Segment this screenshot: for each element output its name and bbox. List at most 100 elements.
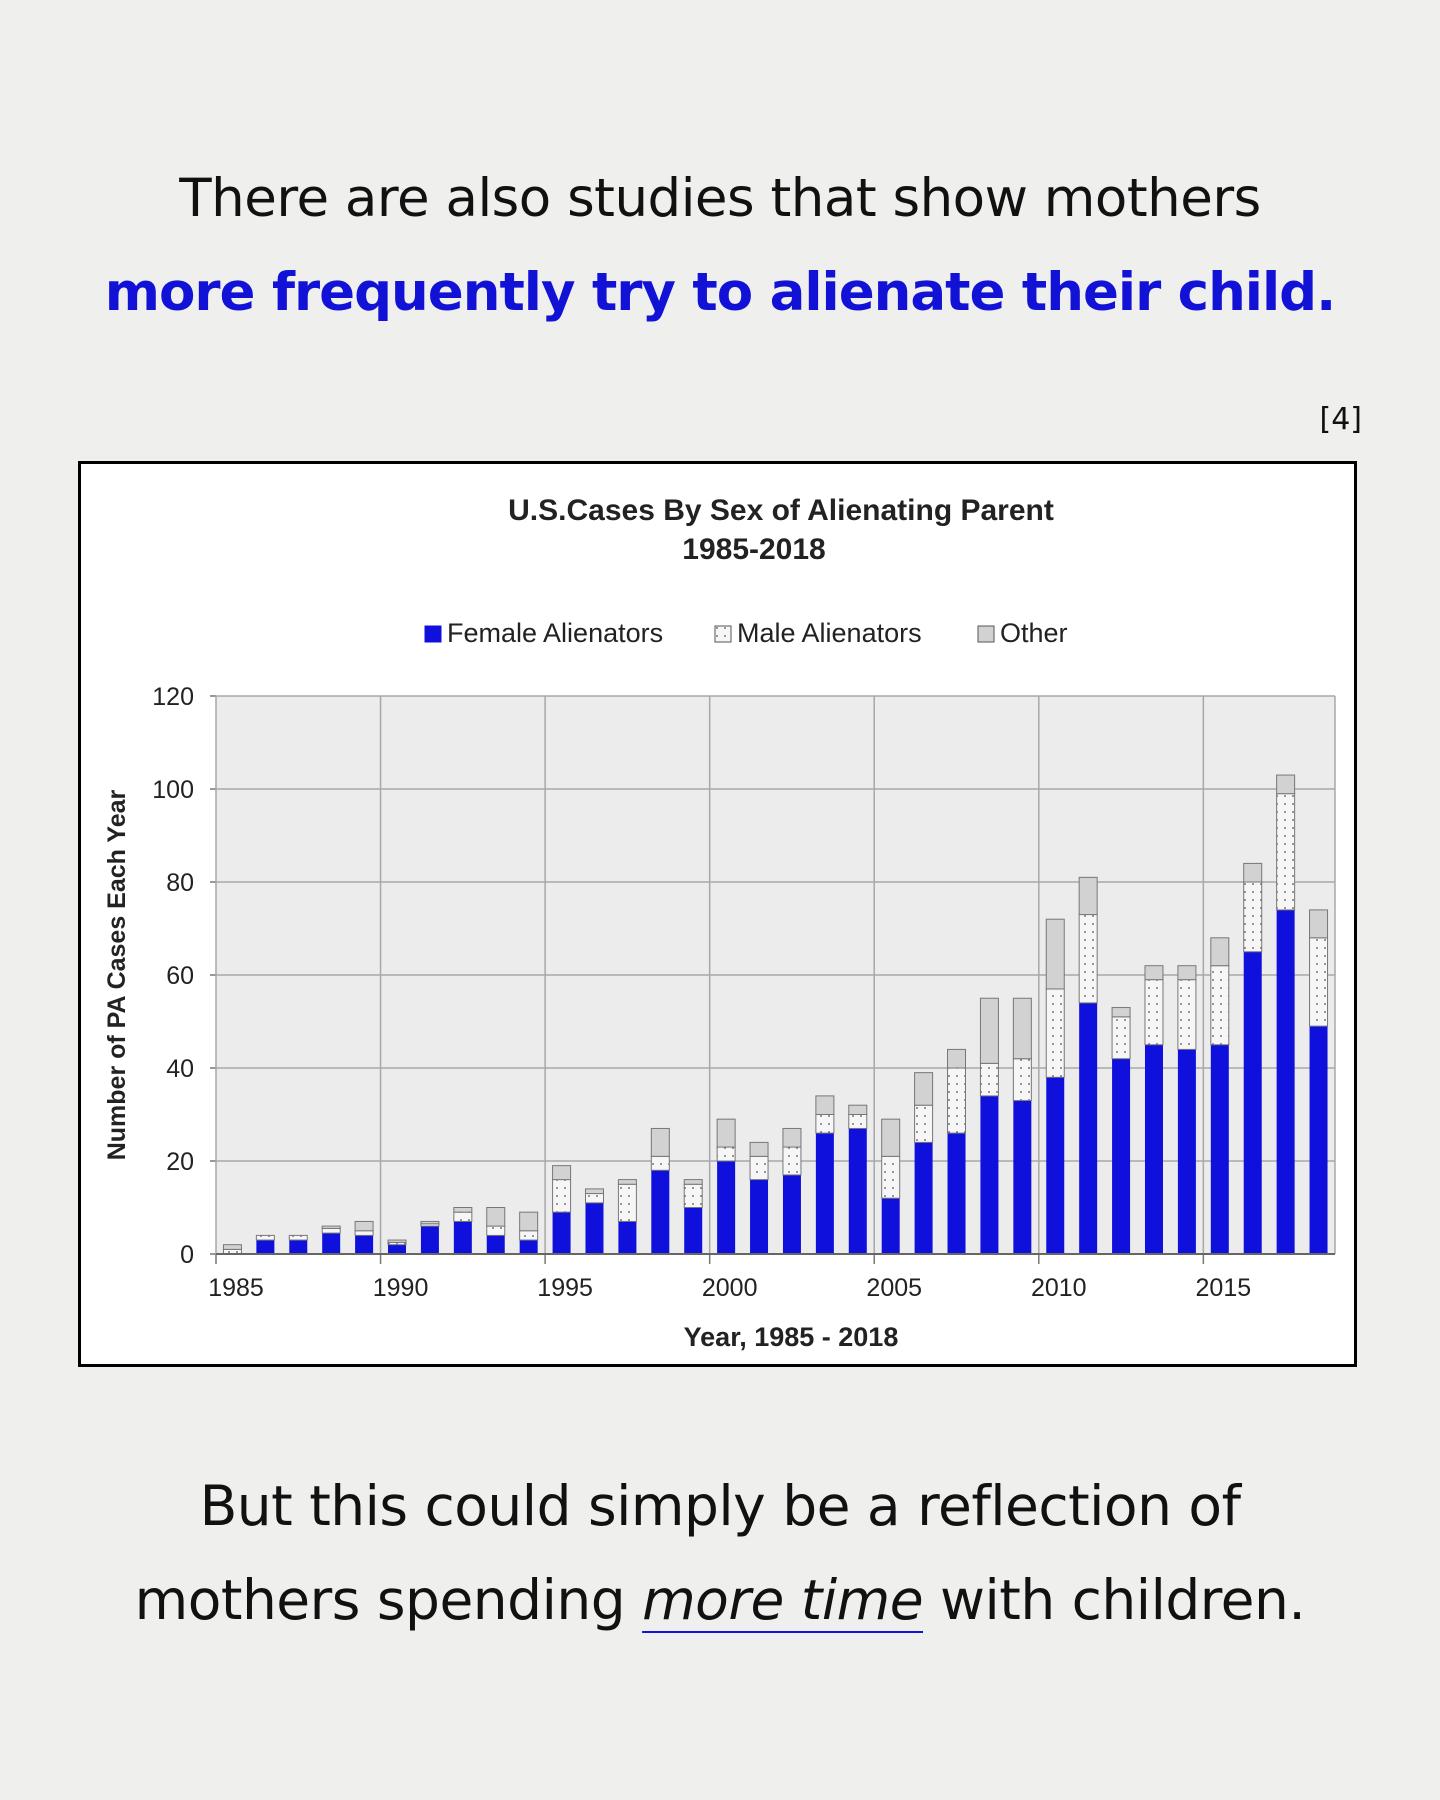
bar-male-1992	[453, 1211, 473, 1222]
bar-female-2007	[947, 1133, 966, 1254]
bar-female-2008	[980, 1095, 999, 1254]
x-tick-label: 2015	[1196, 1274, 1252, 1302]
bar-male-2011	[1078, 914, 1098, 1004]
x-tick-label: 1995	[537, 1274, 593, 1302]
bar-male-2018	[1309, 937, 1329, 1027]
bar-male-2009	[1012, 1058, 1032, 1102]
bar-other-1996	[584, 1188, 604, 1195]
bar-other-2006	[914, 1072, 934, 1106]
bar-other-1997	[617, 1179, 637, 1185]
bar-other-1992	[453, 1207, 473, 1213]
y-tick-label: 0	[180, 1241, 194, 1269]
x-tick-label: 2010	[1031, 1274, 1087, 1302]
bar-female-2003	[815, 1133, 834, 1254]
bar-male-1994	[519, 1230, 539, 1241]
bar-male-1987	[288, 1234, 308, 1241]
bar-female-2018	[1309, 1026, 1328, 1254]
citation-label: [4]	[1319, 402, 1363, 437]
bar-other-2008	[979, 997, 999, 1064]
bar-female-2006	[914, 1142, 933, 1254]
bar-other-2010	[1045, 918, 1065, 990]
bar-other-2004	[848, 1104, 868, 1116]
y-tick-label: 60	[166, 962, 194, 990]
bar-male-2012	[1111, 1016, 1131, 1060]
legend-swatch-3	[977, 625, 995, 643]
bar-female-2004	[848, 1128, 867, 1254]
bar-male-2004	[848, 1114, 868, 1129]
bar-male-2017	[1276, 793, 1296, 911]
bar-female-1987	[289, 1240, 308, 1254]
bar-male-2014	[1177, 979, 1197, 1050]
bar-male-1995	[552, 1179, 572, 1213]
bar-other-2016	[1243, 862, 1263, 883]
bar-female-1990	[388, 1244, 407, 1254]
bar-female-2009	[1013, 1100, 1032, 1254]
bar-female-1993	[486, 1235, 505, 1254]
x-axis-label: Year, 1985 - 2018	[684, 1322, 899, 1352]
bar-male-2007	[947, 1067, 967, 1134]
bar-other-2002	[782, 1127, 802, 1148]
bar-other-2003	[815, 1095, 835, 1116]
bar-other-1998	[650, 1127, 670, 1157]
bar-female-1986	[256, 1240, 275, 1254]
bar-female-1988	[322, 1233, 341, 1254]
bar-other-2012	[1111, 1007, 1131, 1018]
legend-label-3: Other	[1000, 618, 1068, 648]
bar-female-2001	[750, 1179, 769, 1254]
y-tick-label: 80	[166, 869, 194, 897]
bar-male-2001	[749, 1155, 769, 1181]
bar-female-2010	[1046, 1077, 1065, 1254]
bar-male-1996	[584, 1193, 604, 1204]
legend-label-2: Male Alienators	[737, 618, 922, 648]
bar-other-1988	[321, 1225, 341, 1229]
bar-male-1986	[255, 1234, 275, 1241]
bar-male-1988	[321, 1227, 341, 1234]
bar-male-1997	[617, 1183, 637, 1222]
bar-female-2016	[1243, 951, 1262, 1254]
legend-label-1: Female Alienators	[447, 618, 663, 648]
bar-male-1999	[683, 1183, 703, 1208]
bar-other-2015	[1210, 937, 1230, 967]
bar-female-1998	[651, 1170, 670, 1254]
bar-other-2011	[1078, 876, 1098, 916]
bar-other-1999	[683, 1179, 703, 1185]
bar-male-1989	[354, 1230, 374, 1236]
headline-line-2-highlight: more frequently try to alienate their ch…	[104, 262, 1336, 323]
bar-female-2013	[1144, 1044, 1163, 1254]
bar-female-1995	[552, 1212, 571, 1254]
bar-other-1990	[387, 1239, 407, 1243]
bar-other-1989	[354, 1220, 374, 1232]
bar-other-2009	[1012, 997, 1032, 1060]
legend-swatch-1	[424, 625, 442, 643]
legend-swatch-2	[714, 625, 732, 643]
bar-male-1993	[486, 1225, 506, 1236]
footer-line-2-end: with children.	[923, 1568, 1306, 1632]
bar-other-2001	[749, 1141, 769, 1157]
bar-other-1991	[420, 1220, 440, 1225]
headline-line-1: There are also studies that show mothers	[179, 168, 1261, 229]
footer-line-1: But this could simply be a reflection of	[199, 1474, 1241, 1538]
chart-title-line-1: U.S.Cases By Sex of Alienating Parent	[508, 494, 1054, 527]
bar-female-2015	[1210, 1044, 1229, 1254]
chart-title-line-2: 1985-2018	[682, 533, 825, 566]
bar-other-1985	[222, 1244, 242, 1250]
bar-female-1992	[453, 1221, 472, 1254]
bar-female-1989	[355, 1235, 374, 1254]
bar-female-2000	[717, 1161, 736, 1254]
footer-line-2: mothers spending more time with children…	[0, 1568, 1440, 1632]
bar-other-2013	[1144, 965, 1164, 981]
bar-female-2005	[881, 1198, 900, 1254]
bar-male-2015	[1210, 965, 1230, 1046]
x-tick-label: 1985	[208, 1274, 264, 1302]
bar-male-2006	[914, 1104, 934, 1143]
y-tick-label: 20	[166, 1148, 194, 1176]
footer-emphasis-more-time: more time	[642, 1568, 924, 1632]
bar-chart: 0 20 40 60 80 100 120 1985 1990 1995 2000 2005 2010 2…	[103, 494, 1336, 1352]
bar-other-1995	[552, 1165, 572, 1181]
bar-female-1996	[585, 1202, 604, 1254]
bar-other-1993	[486, 1207, 506, 1227]
y-axis-label: Number of PA Cases Each Year	[103, 789, 131, 1160]
bar-other-2014	[1177, 965, 1197, 981]
bar-other-2005	[881, 1118, 901, 1157]
bar-male-2010	[1045, 988, 1065, 1078]
